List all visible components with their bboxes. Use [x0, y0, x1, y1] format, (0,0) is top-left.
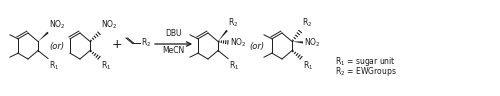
- Text: (or): (or): [250, 41, 264, 50]
- Text: NO$_2$: NO$_2$: [101, 19, 117, 31]
- Text: (or): (or): [50, 41, 64, 50]
- Text: NO$_2$: NO$_2$: [230, 36, 246, 49]
- Text: R$_2$: R$_2$: [228, 17, 238, 29]
- Text: NO$_2$: NO$_2$: [49, 19, 66, 31]
- Text: R$_1$: R$_1$: [303, 60, 314, 72]
- Text: R$_1$: R$_1$: [229, 60, 239, 72]
- Polygon shape: [38, 32, 48, 41]
- Text: R$_1$: R$_1$: [101, 60, 112, 72]
- Text: R$_1$: R$_1$: [49, 60, 59, 72]
- Text: R$_2$: R$_2$: [141, 37, 152, 49]
- Text: DBU: DBU: [165, 29, 182, 38]
- Text: +: +: [112, 38, 122, 50]
- Text: NO$_2$: NO$_2$: [304, 36, 320, 49]
- Text: R$_1$ = sugar unit: R$_1$ = sugar unit: [335, 55, 396, 69]
- Polygon shape: [218, 30, 228, 41]
- Polygon shape: [292, 41, 303, 43]
- Text: R$_2$: R$_2$: [302, 17, 312, 29]
- Text: R$_2$ = EWGroups: R$_2$ = EWGroups: [335, 65, 396, 79]
- Text: MeCN: MeCN: [162, 46, 184, 55]
